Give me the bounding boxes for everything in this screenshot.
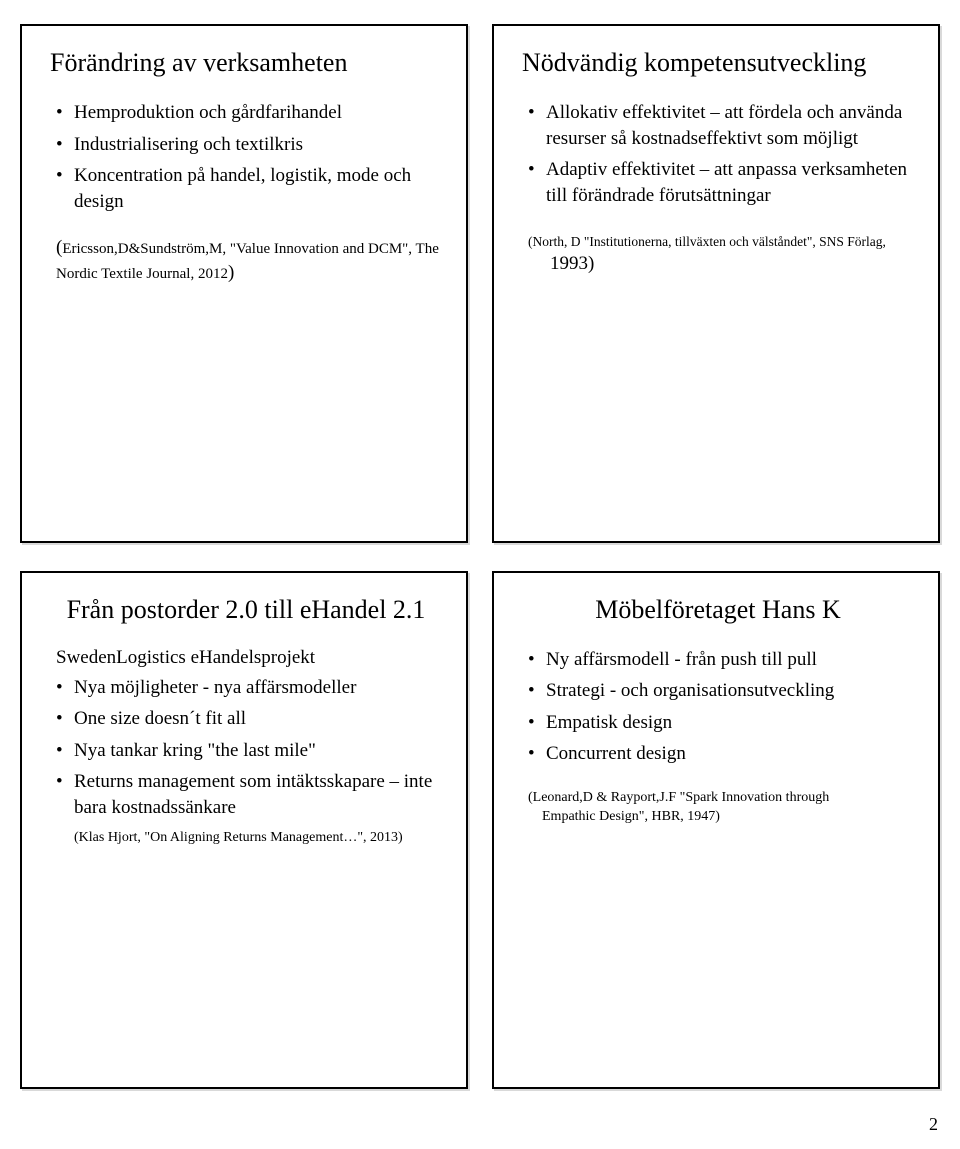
list-item: Hemproduktion och gårdfarihandel bbox=[56, 100, 442, 126]
cite-paren-close: ) bbox=[228, 262, 234, 283]
panel-title: Möbelföretaget Hans K bbox=[522, 595, 914, 625]
citation: (Ericsson,D&Sundström,M, "Value Innovati… bbox=[50, 235, 442, 286]
panel-bottom-right: Möbelföretaget Hans K Ny affärsmodell - … bbox=[492, 571, 940, 1090]
bullet-list: Allokativ effektivitet – att fördela och… bbox=[528, 100, 914, 215]
panel-top-right: Nödvändig kompetensutveckling Allokativ … bbox=[492, 24, 940, 543]
page-number: 2 bbox=[929, 1114, 938, 1135]
citation: (North, D "Institutionerna, tillväxten o… bbox=[522, 233, 914, 277]
list-item: Adaptiv effektivitet – att anpassa verks… bbox=[528, 157, 914, 208]
list-item: One size doesn´t fit all bbox=[56, 706, 442, 732]
panel-subtitle: SwedenLogistics eHandelsprojekt bbox=[50, 647, 442, 669]
list-item: Allokativ effektivitet – att fördela och… bbox=[528, 100, 914, 151]
citation: (Klas Hjort, "On Aligning Returns Manage… bbox=[50, 829, 442, 848]
cite-line1: (North, D "Institutionerna, tillväxten o… bbox=[528, 234, 886, 249]
panel-top-left: Förändring av verksamheten Hemproduktion… bbox=[20, 24, 468, 543]
cite-line1: (Leonard,D & Rayport,J.F "Spark Innovati… bbox=[528, 790, 829, 805]
cite-text: Ericsson,D&Sundström,M, "Value Innovatio… bbox=[56, 241, 439, 283]
list-item: Empatisk design bbox=[528, 710, 914, 736]
list-item: Concurrent design bbox=[528, 741, 914, 767]
bullet-list: Nya möjligheter - nya affärsmodeller One… bbox=[56, 675, 442, 827]
list-item: Nya tankar kring "the last mile" bbox=[56, 738, 442, 764]
citation: (Leonard,D & Rayport,J.F "Spark Innovati… bbox=[522, 789, 914, 827]
panel-title: Förändring av verksamheten bbox=[50, 48, 442, 78]
list-item: Returns management som intäktsskapare – … bbox=[56, 769, 442, 820]
list-item: Ny affärsmodell - från push till pull bbox=[528, 647, 914, 673]
cite-line2: 1993) bbox=[528, 251, 914, 277]
list-item: Strategi - och organisationsutveckling bbox=[528, 678, 914, 704]
list-item: Koncentration på handel, logistik, mode … bbox=[56, 163, 442, 214]
panel-title: Nödvändig kompetensutveckling bbox=[522, 48, 914, 78]
bullet-list: Hemproduktion och gårdfarihandel Industr… bbox=[56, 100, 442, 221]
panel-bottom-left: Från postorder 2.0 till eHandel 2.1 Swed… bbox=[20, 571, 468, 1090]
list-item: Nya möjligheter - nya affärsmodeller bbox=[56, 675, 442, 701]
list-item: Industrialisering och textilkris bbox=[56, 132, 442, 158]
panel-title: Från postorder 2.0 till eHandel 2.1 bbox=[50, 595, 442, 625]
slide-grid: Förändring av verksamheten Hemproduktion… bbox=[0, 0, 960, 1149]
cite-line2: Empathic Design", HBR, 1947) bbox=[528, 808, 914, 827]
bullet-list: Ny affärsmodell - från push till pull St… bbox=[528, 647, 914, 774]
